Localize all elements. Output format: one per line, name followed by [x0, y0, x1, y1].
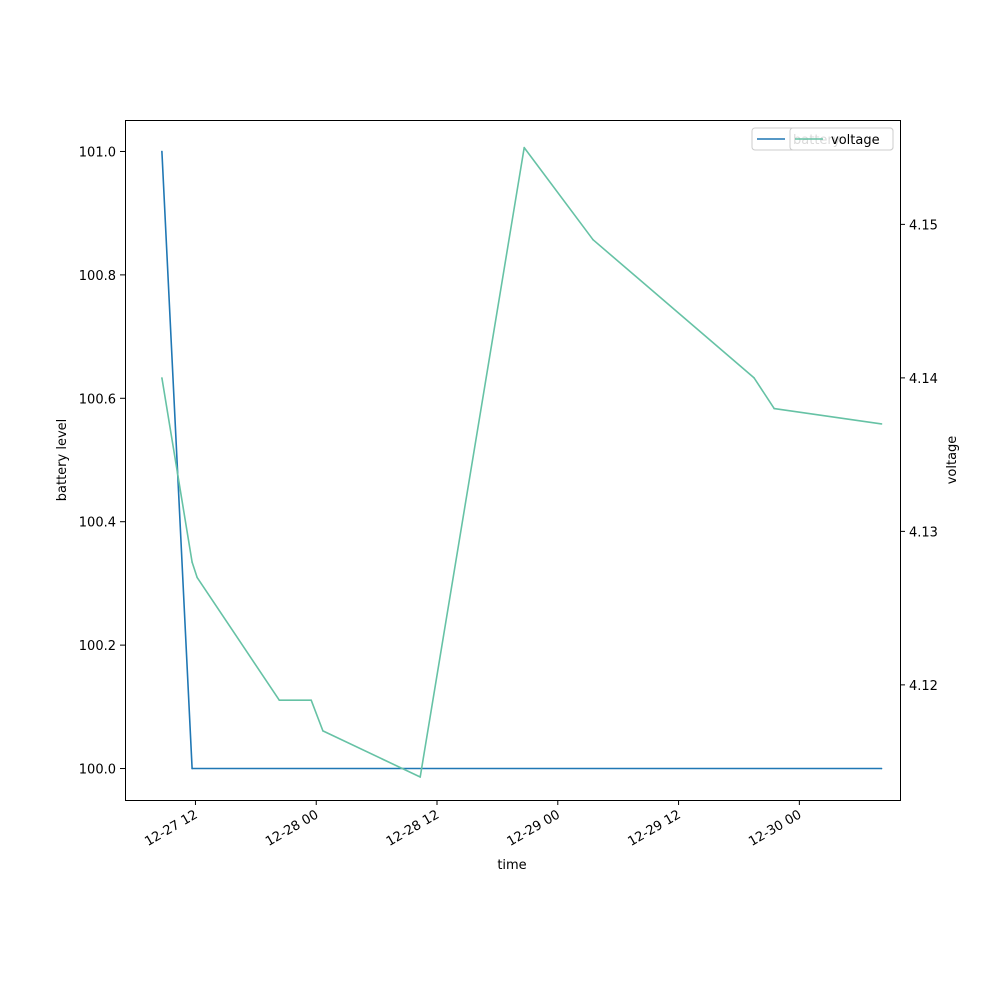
battery-series-line — [161, 151, 882, 770]
voltage-series-line — [161, 146, 882, 778]
right-y-tick-label: 4.14 — [909, 372, 938, 387]
left-y-tick-label: 100.0 — [79, 763, 116, 778]
right-y-tick-label: 4.12 — [909, 679, 938, 694]
x-tick-label: 12-29 12 — [625, 807, 683, 849]
plot-frame — [125, 120, 901, 801]
x-axis-label: time — [497, 858, 526, 873]
left-y-tick-label: 100.4 — [79, 516, 116, 531]
legend-voltage: voltage — [789, 127, 894, 151]
battery-data-point — [880, 767, 883, 770]
voltage-data-point — [310, 699, 313, 702]
x-tick-label: 12-28 12 — [384, 807, 442, 849]
battery-data-point — [161, 150, 163, 153]
x-tick-label: 12-28 00 — [263, 807, 321, 849]
x-axis-ticks: 12-27 12 12-28 00 12-28 12 12-29 00 12-29 12… — [142, 800, 804, 850]
x-tick-label: 12-29 00 — [505, 807, 563, 849]
left-y-tick-label: 100.6 — [79, 392, 116, 407]
left-y-tick-label: 100.8 — [79, 269, 116, 284]
voltage-data-point — [161, 377, 163, 379]
right-y-tick-label: 4.15 — [909, 218, 938, 233]
series-layer — [161, 146, 883, 778]
right-y-tick-label: 4.13 — [909, 525, 938, 540]
left-y-tick-label: 100.2 — [79, 639, 116, 654]
right-y-axis-ticks: 4.12 4.13 4.14 4.15 — [900, 218, 938, 694]
voltage-data-point — [196, 576, 198, 579]
voltage-data-point — [592, 238, 594, 241]
voltage-data-point — [278, 699, 281, 702]
left-y-axis-label: battery level — [55, 419, 70, 502]
voltage-data-point — [419, 776, 422, 778]
left-y-tick-label: 101.0 — [79, 145, 116, 160]
right-y-axis-label: voltage — [945, 436, 960, 485]
voltage-data-point — [753, 377, 755, 379]
voltage-data-point — [322, 730, 324, 732]
x-tick-label: 12-27 12 — [142, 807, 200, 849]
legend-box — [789, 127, 894, 151]
battery-data-point — [191, 767, 193, 770]
voltage-data-point — [880, 423, 883, 425]
voltage-data-point — [523, 146, 526, 149]
voltage-data-point — [773, 407, 775, 410]
left-y-axis-ticks: 100.0 100.2 100.4 100.6 100.8 101.0 — [79, 145, 125, 778]
x-tick-label: 12-30 00 — [746, 807, 804, 849]
legend-label: voltage — [831, 133, 880, 148]
voltage-data-point — [191, 561, 193, 563]
